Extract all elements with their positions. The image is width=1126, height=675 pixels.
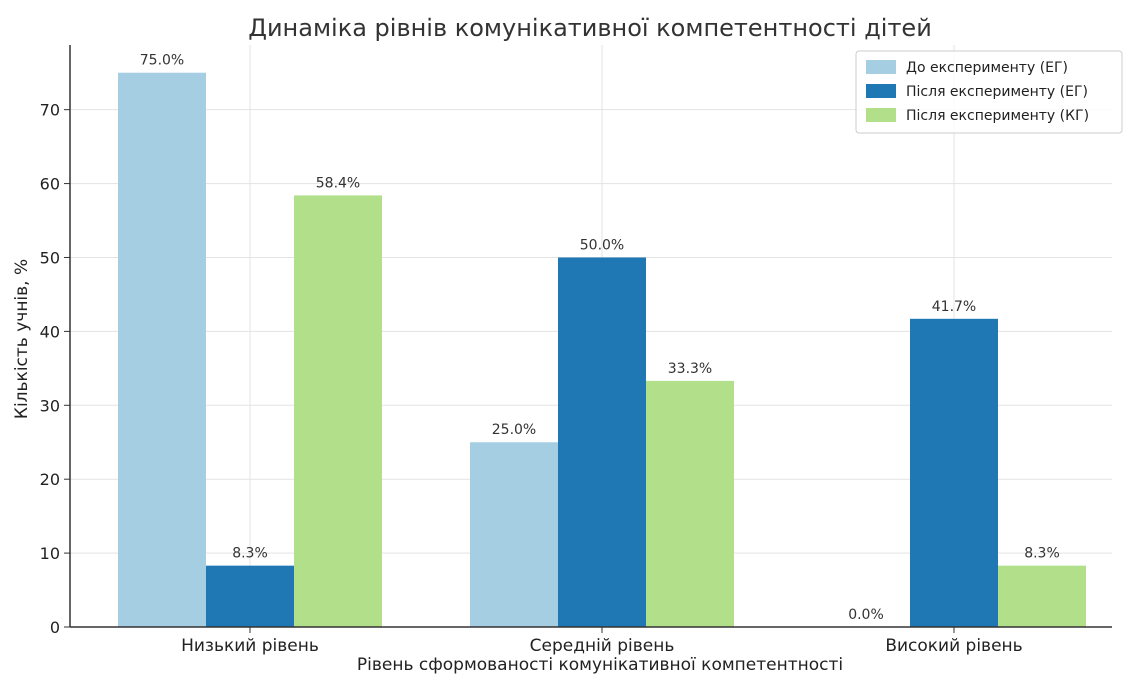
chart-title: Динаміка рівнів комунікативної компетент…	[248, 14, 932, 42]
bar-s1-c2	[910, 318, 998, 627]
data-label-s1-c2: 41.7%	[932, 299, 976, 315]
bar-s2-c0	[294, 195, 382, 628]
bar-s2-c2	[998, 565, 1086, 627]
data-label-s0-c2: 0.0%	[848, 607, 884, 623]
x-axis-label: Рівень сформованості комунікативної комп…	[357, 655, 843, 675]
x-tick-label: Високий рівень	[885, 636, 1022, 656]
bar-s2-c1	[646, 380, 734, 627]
legend-label-1: Після експерименту (ЕГ)	[906, 84, 1088, 100]
y-tick-label: 40	[40, 322, 60, 341]
legend: До експерименту (ЕГ) Після експерименту …	[855, 50, 1123, 134]
x-ticks-layer: Низький рівень Середній рівень Високий рів…	[181, 627, 1023, 656]
legend-box	[855, 50, 1123, 134]
data-label-s2-c0: 58.4%	[316, 175, 360, 191]
bar-s0-c0	[118, 72, 206, 627]
data-label-s1-c0: 8.3%	[232, 546, 268, 562]
legend-label-2: Після експерименту (КГ)	[906, 108, 1089, 124]
legend-label-0: До експерименту (ЕГ)	[906, 60, 1068, 76]
y-ticks-layer: 0 10 20 30 40 50 60 70	[40, 101, 70, 637]
y-axis-label: Кількість учнів, %	[12, 259, 32, 419]
y-tick-label: 50	[40, 248, 60, 267]
y-tick-label: 60	[40, 175, 60, 194]
x-tick-label: Низький рівень	[181, 636, 319, 656]
bar-s0-c1	[470, 442, 558, 627]
y-tick-label: 10	[40, 544, 60, 563]
bar-s1-c0	[206, 565, 294, 627]
y-tick-label: 20	[40, 470, 60, 489]
data-label-s0-c1: 25.0%	[492, 422, 536, 438]
y-tick-label: 0	[50, 618, 60, 637]
bar-s1-c1	[558, 257, 646, 627]
data-label-s0-c0: 75.0%	[140, 53, 184, 69]
data-label-s2-c2: 8.3%	[1024, 546, 1060, 562]
data-labels-layer: 75.0% 25.0% 0.0% 8.3% 50.0% 41.7% 58.4% 33.3% 8.…	[140, 53, 1060, 623]
data-label-s1-c1: 50.0%	[580, 237, 624, 253]
axes-layer	[69, 45, 1112, 628]
legend-swatch-1	[866, 84, 896, 98]
y-tick-label: 30	[40, 396, 60, 415]
x-tick-label: Середній рівень	[530, 636, 675, 656]
legend-swatch-0	[866, 60, 896, 74]
data-label-s2-c1: 33.3%	[668, 361, 712, 377]
legend-swatch-2	[866, 108, 896, 122]
y-tick-label: 70	[40, 101, 60, 120]
bars-layer	[118, 72, 1086, 628]
